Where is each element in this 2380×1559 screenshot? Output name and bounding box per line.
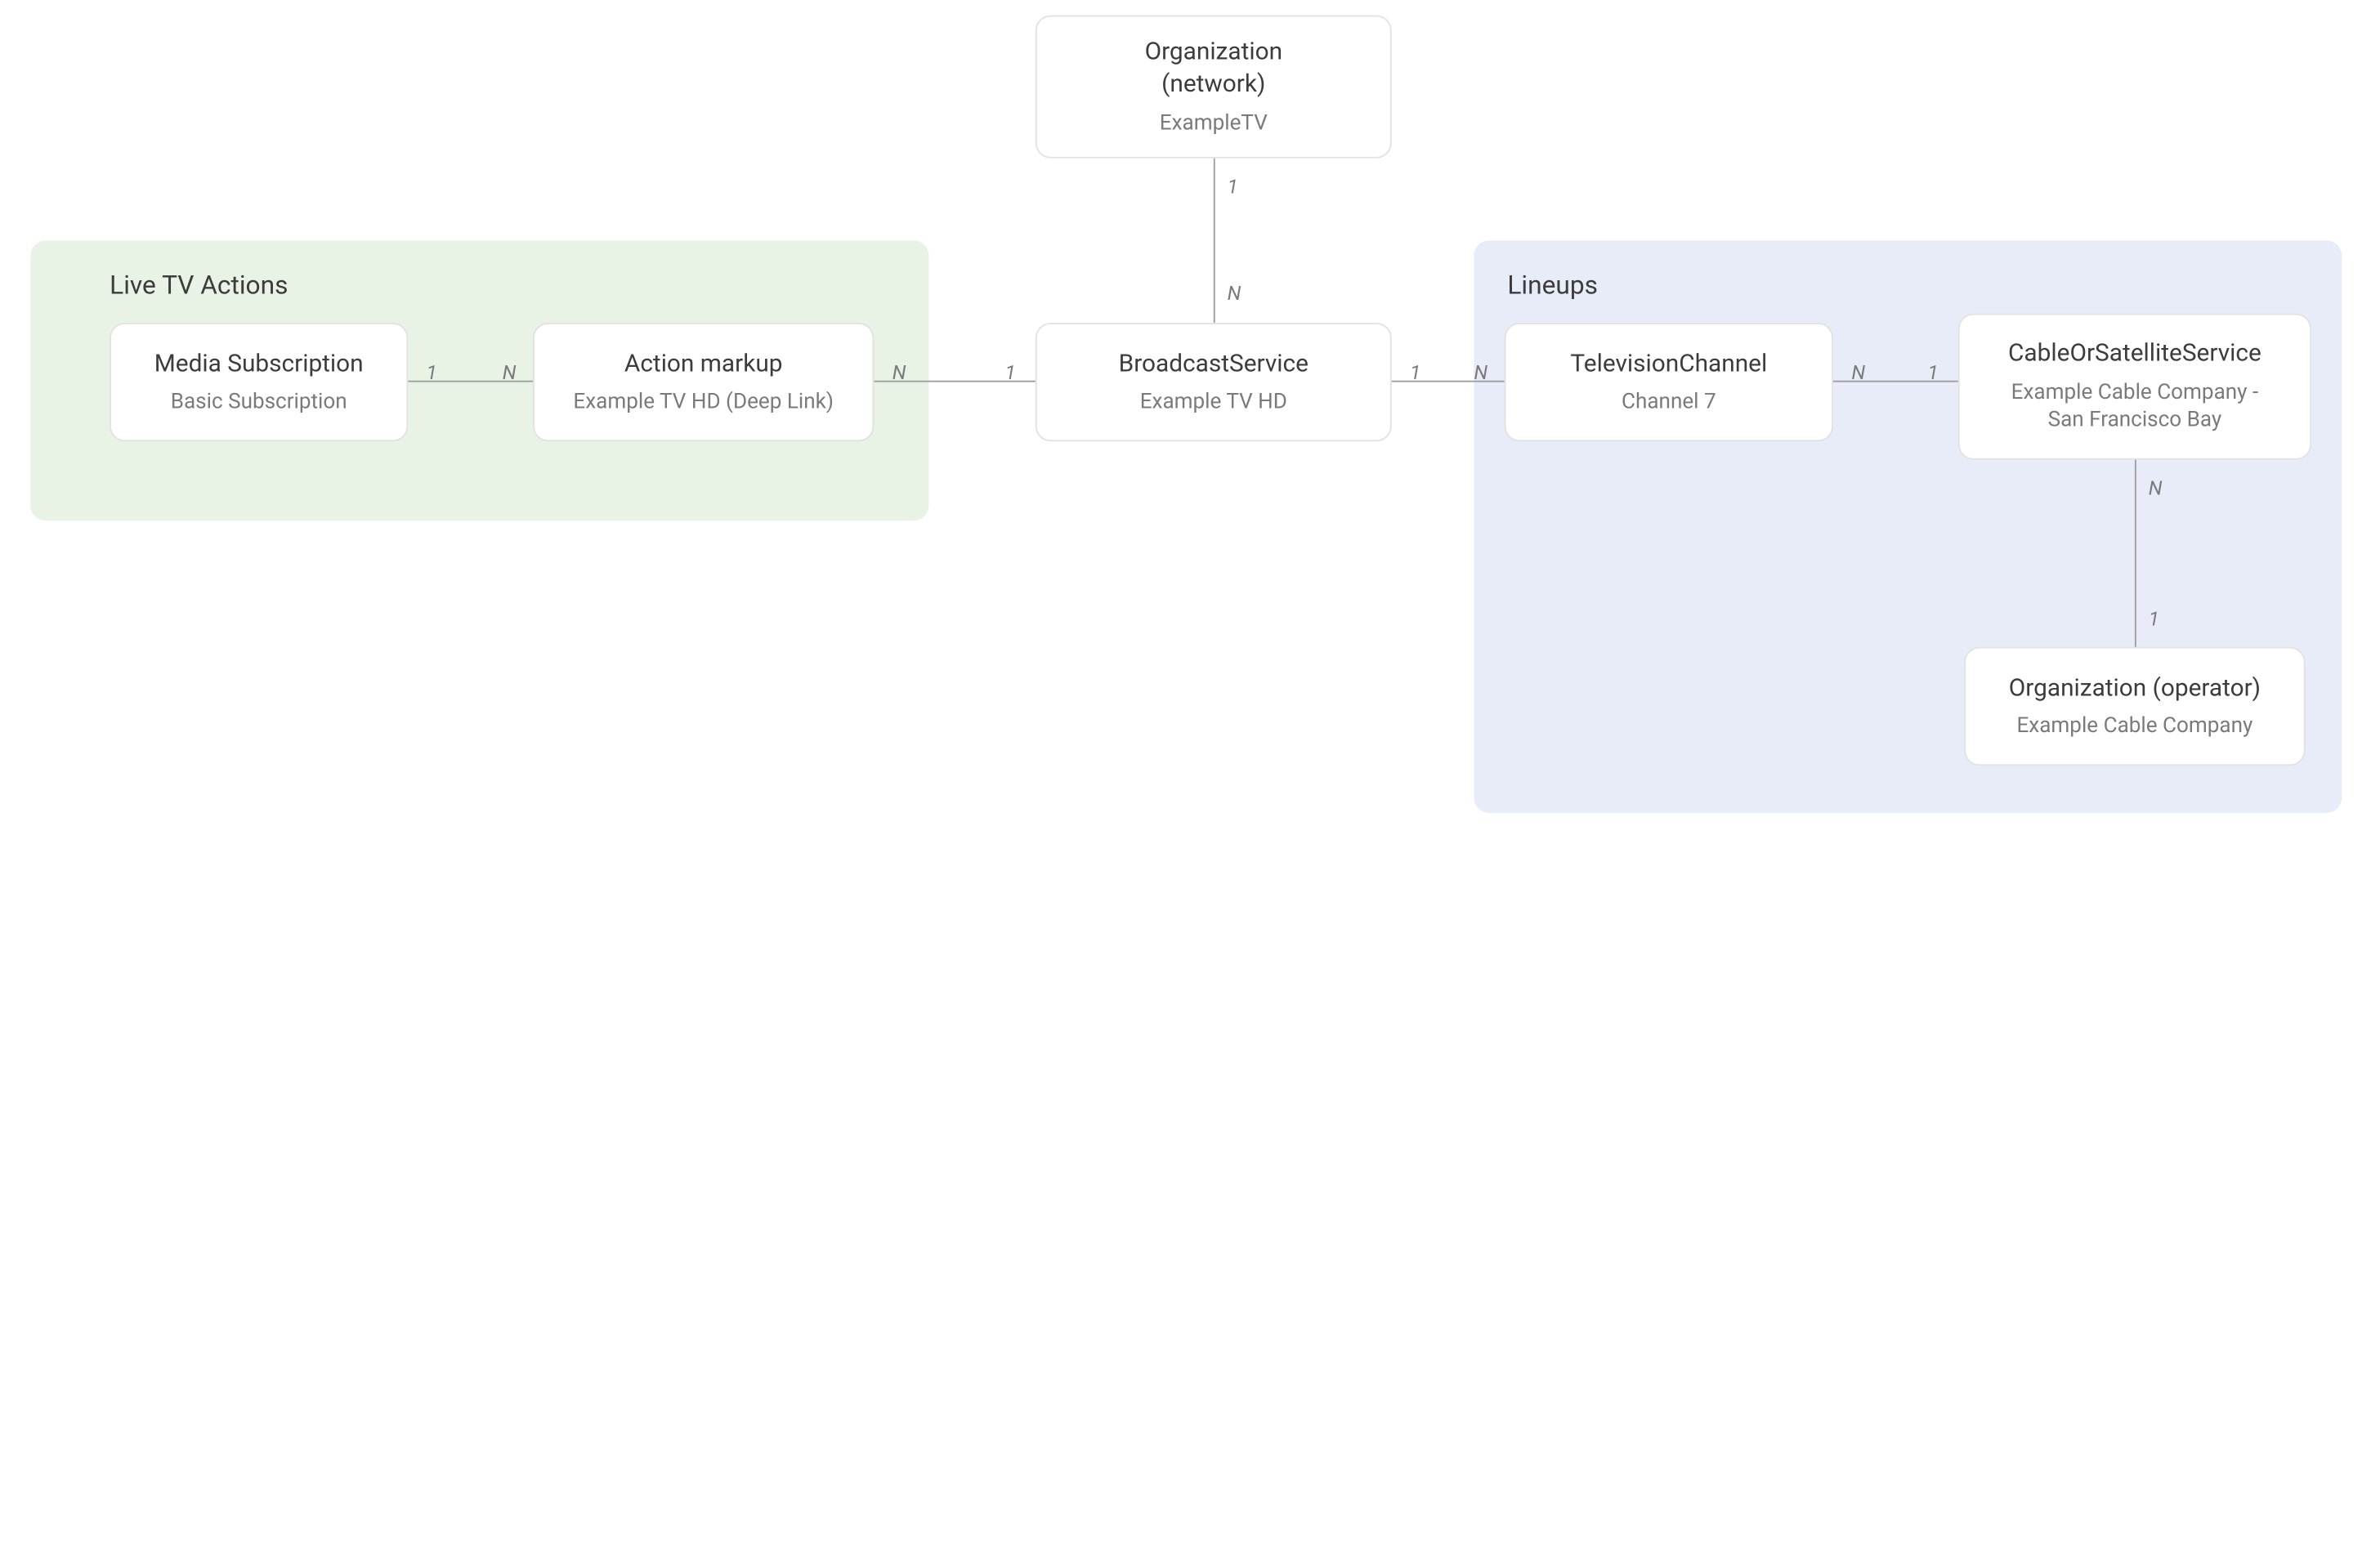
edge-label: N [2149, 478, 2163, 501]
node-sub: Basic Subscription [171, 389, 347, 417]
node-title: Action markup [624, 348, 783, 380]
diagram-canvas: Live TV Actions Lineups 1 N 1 N N 1 1 N … [0, 0, 2380, 1559]
node-org-network: Organization (network) ExampleTV [1036, 16, 1392, 159]
edge-label: N [892, 362, 906, 385]
edge-label: 1 [1928, 362, 1939, 385]
node-cable-satellite-service: CableOrSatelliteService Example Cable Co… [1958, 314, 2311, 460]
node-sub: Example Cable Company - San Francisco Ba… [2011, 379, 2259, 435]
edge-label: 1 [1005, 362, 1016, 385]
node-media-subscription: Media Subscription Basic Subscription [110, 323, 408, 441]
edge-cable-to-operator [2135, 460, 2136, 647]
node-sub: Example Cable Company [2016, 712, 2252, 740]
edge-label: N [503, 362, 517, 385]
node-title: Organization (network) [1145, 37, 1282, 100]
node-sub: ExampleTV [1160, 109, 1268, 137]
node-org-operator: Organization (operator) Example Cable Co… [1964, 647, 2305, 766]
edge-label: 1 [427, 362, 437, 385]
node-title: Media Subscription [154, 348, 364, 380]
node-sub: Example TV HD (Deep Link) [573, 389, 834, 417]
node-television-channel: TelevisionChannel Channel 7 [1505, 323, 1833, 441]
edge-label: N [1474, 362, 1488, 385]
group-title-live-tv-actions: Live TV Actions [110, 271, 288, 302]
node-title: TelevisionChannel [1570, 348, 1767, 380]
edge-label: N [1851, 362, 1865, 385]
node-title: Organization (operator) [2009, 672, 2261, 704]
edge-label: 1 [1410, 362, 1420, 385]
edge-label: N [1228, 284, 1241, 306]
edge-org-to-broadcast [1214, 159, 1215, 323]
node-sub: Example TV HD [1140, 389, 1287, 417]
node-broadcast-service: BroadcastService Example TV HD [1036, 323, 1392, 441]
edge-label: 1 [1228, 176, 1238, 199]
node-title: BroadcastService [1119, 348, 1309, 380]
edge-label: 1 [2149, 609, 2159, 632]
node-title: CableOrSatelliteService [2008, 338, 2261, 370]
node-sub: Channel 7 [1622, 389, 1716, 417]
group-title-lineups: Lineups [1507, 271, 1598, 302]
node-action-markup: Action markup Example TV HD (Deep Link) [533, 323, 874, 441]
